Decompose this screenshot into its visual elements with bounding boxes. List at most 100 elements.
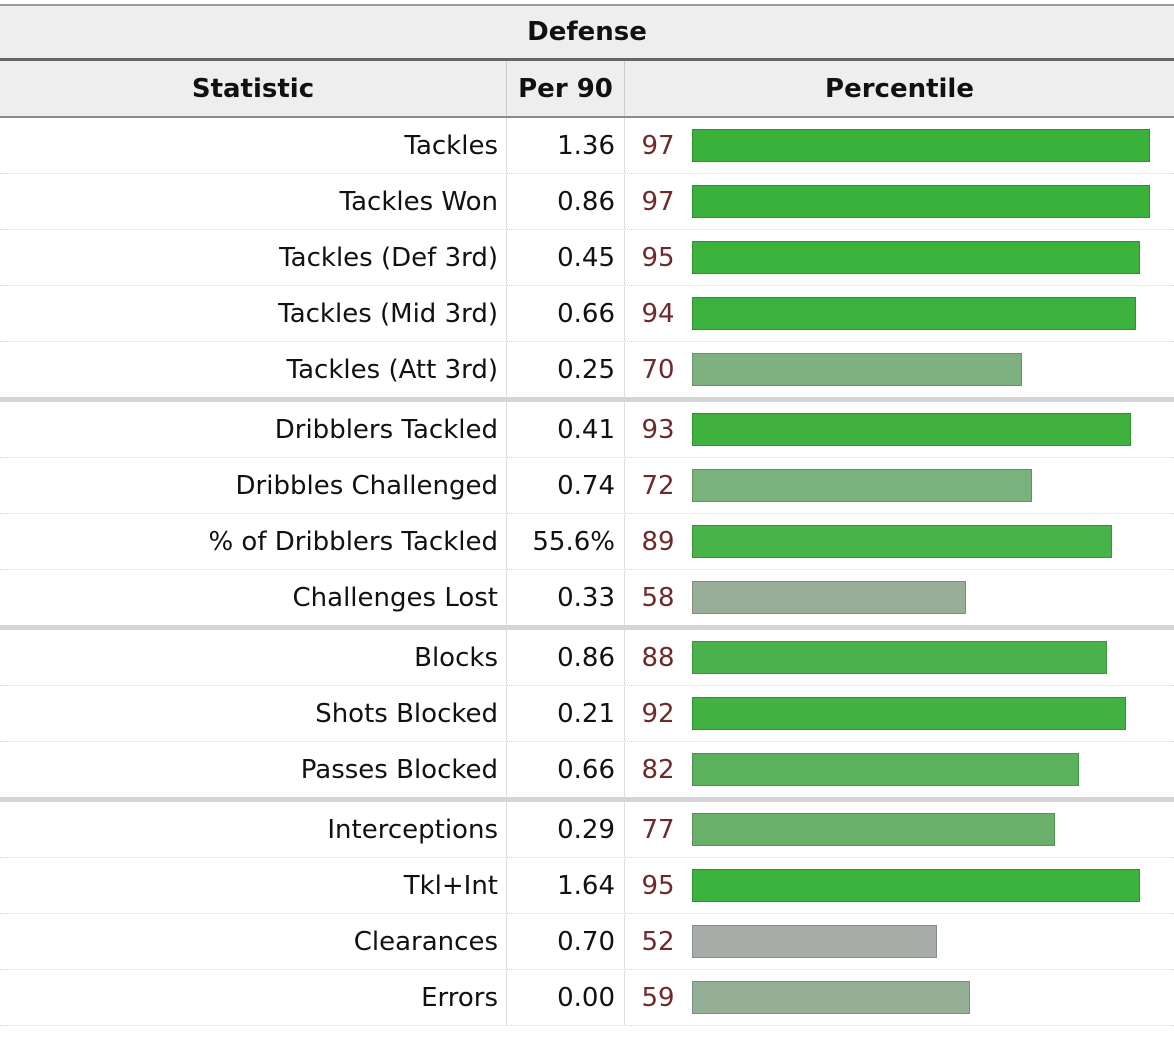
table-row: Tkl+Int 1.64 95 [0, 858, 1174, 914]
percentile-bar-track [692, 630, 1164, 685]
percentile-value: 95 [641, 870, 675, 901]
table-row: Interceptions 0.29 77 [0, 802, 1174, 858]
header-row: Statistic Per 90 Percentile [0, 61, 1174, 118]
table-row: Clearances 0.70 52 [0, 914, 1174, 970]
percentile-bar [692, 413, 1131, 446]
header-percentile[interactable]: Percentile [825, 73, 974, 104]
percentile-bar-track [692, 914, 1164, 969]
percentile-value: 58 [641, 583, 675, 613]
percentile-bar-track [692, 402, 1164, 457]
percentile-bar-track [692, 514, 1164, 569]
stat-name: Tackles (Def 3rd) [279, 242, 498, 273]
per90-value: 0.25 [506, 342, 625, 398]
percentile-bar [692, 185, 1150, 218]
stat-name: Tackles (Att 3rd) [286, 355, 498, 385]
table-row: Tackles (Def 3rd) 0.45 95 [0, 230, 1174, 286]
stat-name: Tackles Won [339, 186, 498, 217]
stat-name: Dribbles Challenged [235, 470, 498, 501]
per90-value: 0.29 [506, 802, 625, 857]
stat-name: Tackles (Mid 3rd) [278, 298, 498, 329]
per90-value: 1.36 [506, 118, 625, 173]
percentile-value: 72 [641, 470, 675, 501]
percentile-value: 77 [641, 814, 675, 845]
percentile-value: 97 [641, 130, 675, 161]
percentile-bar [692, 129, 1150, 162]
percentile-bar-track [692, 230, 1164, 285]
defense-table: Defense Statistic Per 90 Percentile Tack… [0, 4, 1174, 1040]
stat-name: Interceptions [327, 814, 498, 845]
table-row: Challenges Lost 0.33 58 [0, 570, 1174, 630]
per90-value: 0.66 [506, 286, 625, 341]
percentile-bar-track [692, 802, 1164, 857]
percentile-bar-track [692, 970, 1164, 1025]
per90-value: 0.41 [506, 402, 625, 457]
percentile-value: 97 [641, 186, 675, 217]
stat-name: Tackles [404, 130, 498, 161]
stat-name: Clearances [353, 926, 498, 957]
percentile-value: 89 [641, 526, 675, 557]
table-row: Passes Blocked 0.66 82 [0, 742, 1174, 802]
stat-name: Challenges Lost [292, 583, 498, 613]
table-row: Shots Blocked 0.21 92 [0, 686, 1174, 742]
percentile-bar-track [692, 286, 1164, 341]
percentile-value: 95 [641, 242, 675, 273]
table-row: Tackles (Mid 3rd) 0.66 94 [0, 286, 1174, 342]
table-row: % of Dribblers Tackled 55.6% 89 [0, 514, 1174, 570]
percentile-bar-track [692, 458, 1164, 513]
percentile-bar [692, 869, 1140, 902]
stat-name: Blocks [414, 642, 498, 673]
per90-value: 1.64 [506, 858, 625, 913]
percentile-bar [692, 813, 1055, 846]
table-row: Tackles (Att 3rd) 0.25 70 [0, 342, 1174, 402]
table-row: Dribbles Challenged 0.74 72 [0, 458, 1174, 514]
table-row: Tackles 1.36 97 [0, 118, 1174, 174]
per90-value: 0.70 [506, 914, 625, 969]
table-row: Blocks 0.86 88 [0, 630, 1174, 686]
per90-value: 0.21 [506, 686, 625, 741]
percentile-bar [692, 525, 1112, 558]
percentile-bar-track [692, 686, 1164, 741]
stat-name: Shots Blocked [315, 698, 498, 729]
table-title: Defense [0, 4, 1174, 61]
table-row: Dribblers Tackled 0.41 93 [0, 402, 1174, 458]
stat-name: Passes Blocked [300, 755, 498, 785]
percentile-bar [692, 753, 1079, 786]
percentile-bar-track [692, 342, 1164, 398]
percentile-bar-track [692, 174, 1164, 229]
stat-name: Tkl+Int [403, 870, 498, 901]
per90-value: 0.86 [506, 630, 625, 685]
percentile-value: 92 [641, 698, 675, 729]
stat-name: % of Dribblers Tackled [208, 526, 498, 557]
table-row: Errors 0.00 59 [0, 970, 1174, 1026]
header-per90[interactable]: Per 90 [506, 61, 625, 116]
per90-value: 0.86 [506, 174, 625, 229]
stat-name: Dribblers Tackled [274, 414, 498, 445]
per90-value: 0.33 [506, 570, 625, 626]
percentile-value: 59 [641, 982, 675, 1013]
percentile-bar [692, 641, 1107, 674]
per90-value: 0.74 [506, 458, 625, 513]
per90-value: 0.45 [506, 230, 625, 285]
percentile-value: 94 [641, 298, 675, 329]
percentile-bar [692, 469, 1032, 502]
percentile-bar [692, 241, 1140, 274]
percentile-bar [692, 353, 1022, 386]
percentile-bar [692, 697, 1126, 730]
stat-name: Errors [421, 982, 498, 1013]
percentile-bar [692, 581, 966, 614]
percentile-value: 88 [641, 642, 675, 673]
percentile-value: 70 [641, 355, 675, 385]
percentile-bar [692, 981, 970, 1014]
percentile-bar-track [692, 742, 1164, 798]
percentile-value: 93 [641, 414, 675, 445]
per90-value: 55.6% [506, 514, 625, 569]
percentile-bar [692, 297, 1136, 330]
header-statistic[interactable]: Statistic [191, 73, 315, 104]
table-row: Tackles Won 0.86 97 [0, 174, 1174, 230]
per90-value: 0.00 [506, 970, 625, 1025]
percentile-bar [692, 925, 937, 958]
percentile-bar-track [692, 118, 1164, 173]
percentile-bar-track [692, 858, 1164, 913]
per90-value: 0.66 [506, 742, 625, 798]
percentile-bar-track [692, 570, 1164, 626]
